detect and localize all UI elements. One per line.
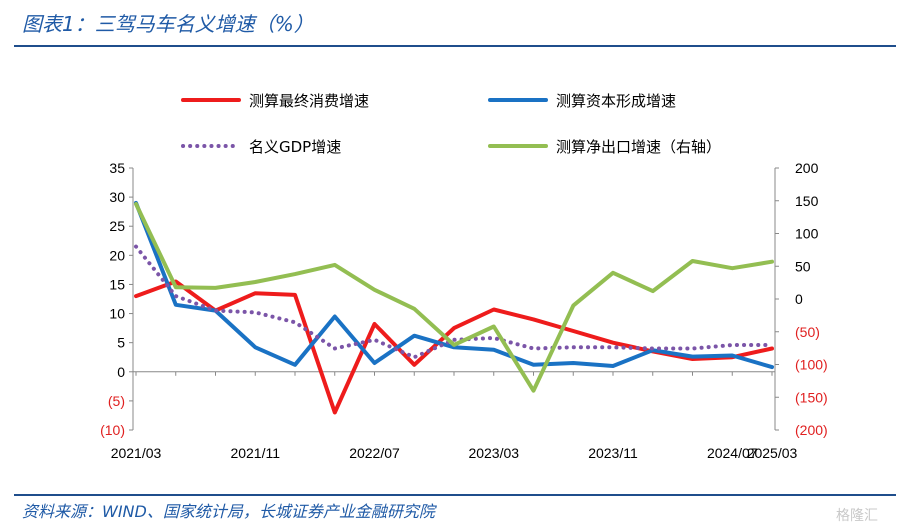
x-tick-label: 2023/11 — [588, 445, 638, 461]
series-line-net-export — [134, 202, 774, 393]
x-tick-label: 2021/11 — [230, 445, 280, 461]
title-divider — [14, 45, 896, 47]
series-line-capital-formation — [134, 200, 774, 370]
legend-label-capital-formation: 测算资本形成增速 — [556, 92, 676, 110]
right-tick-label: (200) — [795, 422, 828, 438]
left-tick-label: 5 — [117, 335, 125, 351]
watermark-logo: 格隆汇 — [836, 508, 878, 524]
legend-label-nominal-gdp: 名义GDP增速 — [249, 138, 341, 156]
series-line-nominal-gdp — [134, 244, 774, 360]
axes: 35302520151050(5)(10)200150100500(50)(10… — [100, 160, 828, 461]
legend-label-consumption: 测算最终消费增速 — [249, 92, 369, 110]
right-tick-label: (50) — [795, 324, 820, 340]
left-tick-label: 35 — [109, 160, 125, 176]
right-tick-label: 150 — [795, 193, 819, 209]
right-tick-label: 50 — [795, 258, 811, 274]
x-tick-label: 2021/03 — [111, 445, 162, 461]
left-tick-label: 10 — [109, 306, 125, 322]
x-tick-label: 2025/03 — [747, 445, 798, 461]
series-layer — [134, 200, 774, 415]
legend-label-net-export: 测算净出口增速（右轴） — [556, 138, 721, 156]
right-tick-label: (100) — [795, 357, 828, 373]
left-tick-label: 20 — [109, 247, 125, 263]
left-tick-label: 0 — [117, 364, 125, 380]
left-tick-label: (10) — [100, 422, 125, 438]
x-tick-label: 2024/07 — [707, 445, 758, 461]
source-note: 资料来源：WIND、国家统计局，长城证券产业金融研究院 — [22, 502, 435, 521]
x-tick-label: 2023/03 — [468, 445, 519, 461]
right-tick-label: (150) — [795, 389, 828, 405]
right-tick-label: 100 — [795, 226, 819, 242]
left-tick-label: 30 — [109, 189, 125, 205]
right-tick-label: 0 — [795, 291, 803, 307]
left-tick-label: 25 — [109, 218, 125, 234]
left-tick-label: 15 — [109, 276, 125, 292]
footer-divider — [14, 494, 896, 496]
x-tick-label: 2022/07 — [349, 445, 400, 461]
left-tick-label: (5) — [108, 393, 125, 409]
right-tick-label: 200 — [795, 160, 819, 176]
chart-title: 图表1：三驾马车名义增速（%） — [22, 12, 314, 36]
